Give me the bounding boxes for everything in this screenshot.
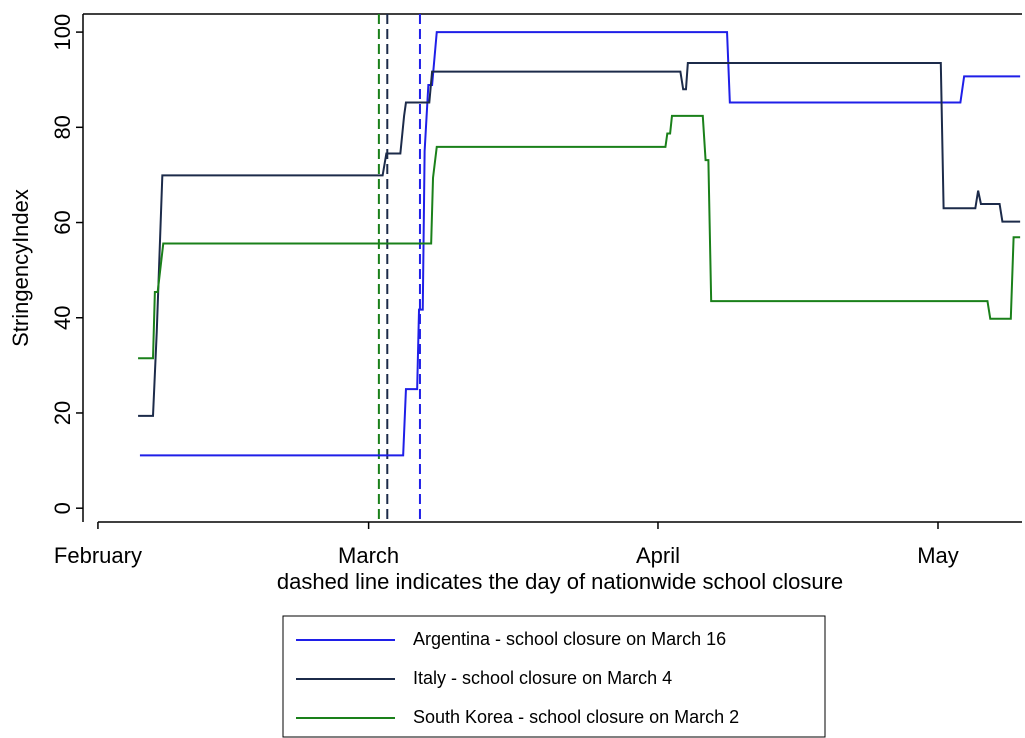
x-tick-label: April [636, 543, 680, 568]
x-tick-label: May [917, 543, 959, 568]
series-line [138, 114, 1021, 360]
x-axis-title: dashed line indicates the day of nationw… [277, 569, 843, 594]
y-tick-label: 80 [50, 115, 75, 139]
legend-label: Argentina - school closure on March 16 [413, 629, 726, 649]
y-tick-label: 100 [50, 14, 75, 51]
series-line [139, 31, 1021, 457]
x-tick-label: March [338, 543, 399, 568]
x-tick-label: February [54, 543, 142, 568]
legend-label: Italy - school closure on March 4 [413, 668, 672, 688]
legend-label: South Korea - school closure on March 2 [413, 707, 739, 727]
y-tick-label: 60 [50, 210, 75, 234]
y-tick-label: 20 [50, 401, 75, 425]
legend-box [282, 615, 826, 738]
y-tick-label: 0 [50, 502, 75, 514]
series-line [138, 62, 1021, 417]
y-tick-label: 40 [50, 306, 75, 330]
y-axis-title: StringencyIndex [8, 189, 33, 347]
